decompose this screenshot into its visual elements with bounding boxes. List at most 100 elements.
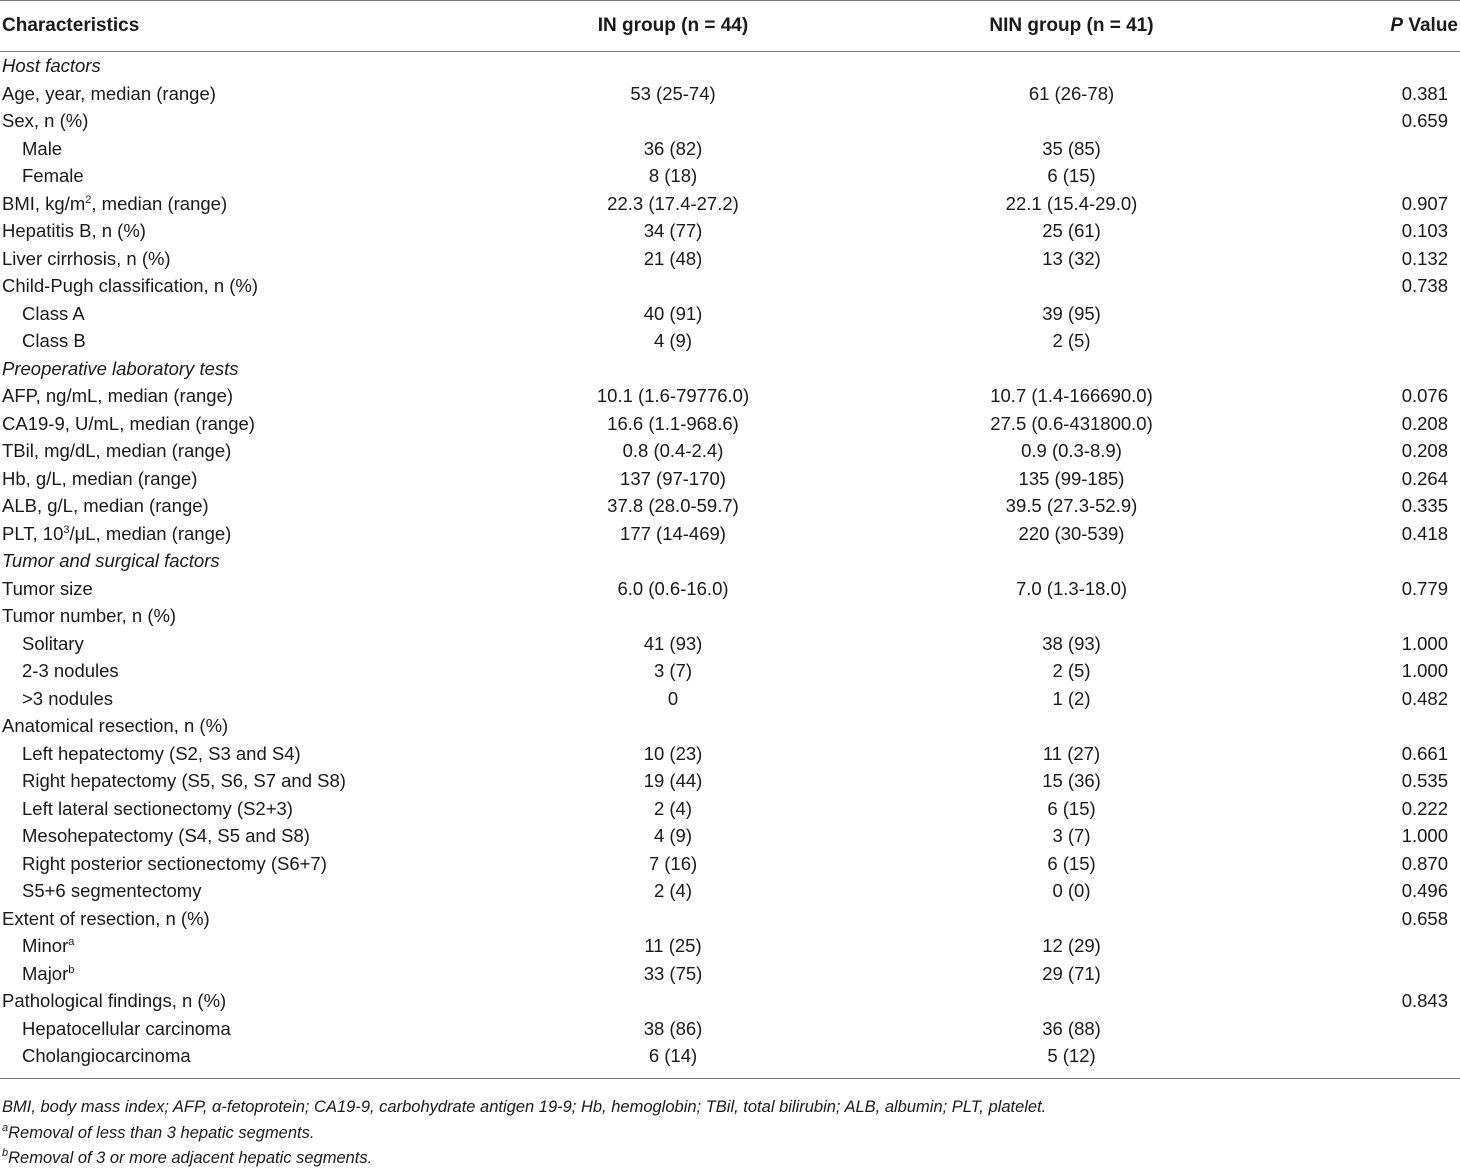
row-nin-group-value: 27.5 (0.6-431800.0)	[990, 412, 1153, 434]
row-characteristic-label: Anatomical resection, n (%)	[2, 715, 229, 736]
row-nin-group-value: 0.9 (0.3-8.9)	[1021, 440, 1122, 461]
row-characteristic: Hb, g/L, median (range)	[0, 465, 545, 493]
row-p-value	[1342, 1042, 1460, 1079]
table-row: Hb, g/L, median (range) 137 (97-170) 135 (…	[0, 465, 1460, 493]
row-in-group-value: 16.6 (1.1-968.6)	[607, 412, 739, 434]
row-characteristic: Child-Pugh classification, n (%)	[0, 272, 545, 300]
row-characteristic: Left hepatectomy (S2, S3 and S4)	[0, 740, 545, 768]
footnote-abbreviations: BMI, body mass index; AFP, α-fetoprotein…	[2, 1098, 1047, 1116]
table-row: Extent of resection, n (%) 0.658	[0, 905, 1460, 933]
row-p-value: 0.738	[1401, 275, 1448, 296]
table-row: Hepatitis B, n (%) 34 (77) 25 (61) 0.103	[0, 217, 1460, 245]
footnote-a: aRemoval of less than 3 hepatic segments…	[2, 1121, 1046, 1147]
table-row: Right hepatectomy (S5, S6, S7 and S8) 19 …	[0, 767, 1460, 795]
row-characteristic: Cholangiocarcinoma	[0, 1042, 545, 1079]
table-row: Child-Pugh classification, n (%) 0.738	[0, 272, 1460, 300]
row-superscript: 2	[85, 193, 92, 206]
table-row: Tumor size 6.0 (0.6-16.0) 7.0 (1.3-18.0) 0.…	[0, 575, 1460, 603]
row-characteristic: Class A	[0, 300, 545, 328]
row-p-value: 0.535	[1401, 770, 1448, 791]
row-in-group-value: 22.3 (17.4-27.2)	[607, 192, 739, 214]
row-in-group-value: 21 (48)	[643, 247, 703, 269]
row-in-group-value: 6.0 (0.6-16.0)	[617, 577, 729, 599]
row-in-group-value: 38 (86)	[643, 1017, 703, 1039]
row-in-group-value	[545, 987, 801, 1015]
header-p-letter: P	[1390, 15, 1404, 36]
row-nin-group-value: 39 (95)	[1042, 302, 1101, 324]
header-in-group: IN group (n = 44)	[545, 0, 801, 52]
row-nin-group-value: 11 (27)	[1042, 742, 1101, 764]
row-characteristic: CA19-9, U/mL, median (range)	[0, 410, 545, 438]
row-in-group-value: 11 (25)	[644, 935, 702, 956]
row-nin-group-value: 25 (61)	[1042, 220, 1101, 241]
row-p-value: 0.418	[1401, 522, 1448, 544]
row-nin-group-value: 38 (93)	[1042, 632, 1101, 654]
row-characteristic-suffix: /μL, median (range)	[69, 522, 232, 544]
row-p-value: 0.132	[1401, 247, 1448, 269]
row-in-group-value: 53 (25-74)	[630, 82, 716, 104]
row-characteristic-label: Liver cirrhosis, n (%)	[2, 247, 171, 269]
row-characteristic: Preoperative laboratory tests	[0, 355, 545, 383]
row-characteristic: Anatomical resection, n (%)	[0, 712, 545, 740]
row-in-group-value: 36 (82)	[643, 137, 703, 159]
row-nin-group-value: 6 (15)	[1047, 797, 1096, 819]
row-nin-group-value	[801, 272, 1342, 300]
row-in-group-value: 4 (9)	[653, 825, 693, 846]
row-nin-group-value: 7.0 (1.3-18.0)	[1015, 577, 1128, 599]
header-characteristics: Characteristics	[0, 0, 545, 52]
table-row: Majorb 33 (75) 29 (71)	[0, 960, 1460, 988]
table-row: Left hepatectomy (S2, S3 and S4) 10 (23) 1…	[0, 740, 1460, 768]
row-characteristic: Extent of resection, n (%)	[0, 905, 545, 933]
row-characteristic: S5+6 segmentectomy	[0, 877, 545, 905]
row-characteristic-label: Sex, n (%)	[2, 110, 89, 131]
table-row: >3 nodules 0 1 (2) 0.482	[0, 685, 1460, 713]
row-superscript: a	[68, 936, 75, 948]
table-row: Mesohepatectomy (S4, S5 and S8) 4 (9) 3 (7…	[0, 822, 1460, 850]
row-characteristic-label: TBil, mg/dL, median (range)	[2, 440, 232, 461]
table-row: Pathological findings, n (%) 0.843	[0, 987, 1460, 1015]
row-characteristic-label: Right posterior sectionectomy (S6+7)	[22, 852, 327, 874]
table-row: Class A 40 (91) 39 (95)	[0, 300, 1460, 328]
row-p-value	[1342, 712, 1460, 740]
table-row: Right posterior sectionectomy (S6+7) 7 (1…	[0, 850, 1460, 878]
header-nin-group: NIN group (n = 41)	[801, 0, 1342, 52]
row-in-group-value: 4 (9)	[653, 330, 693, 351]
row-nin-group-value: 135 (99-185)	[1018, 467, 1125, 489]
row-p-value: 0.496	[1401, 880, 1448, 901]
row-in-group-value: 19 (44)	[643, 770, 703, 791]
row-characteristic-label: Hepatitis B, n (%)	[2, 220, 146, 241]
row-p-value	[1342, 135, 1460, 163]
table-footnotes: BMI, body mass index; AFP, α-fetoprotein…	[2, 1095, 1046, 1172]
row-p-value	[1342, 162, 1460, 190]
row-p-value	[1342, 300, 1460, 328]
row-nin-group-value: 22.1 (15.4-29.0)	[1005, 192, 1138, 214]
row-p-value: 0.661	[1401, 742, 1448, 764]
row-in-group-value: 40 (91)	[643, 302, 703, 324]
table-row: Female 8 (18) 6 (15)	[0, 162, 1460, 190]
row-characteristic: Minora	[0, 932, 545, 960]
row-p-value: 0.843	[1401, 990, 1448, 1011]
row-in-group-value: 7 (16)	[648, 852, 698, 874]
row-nin-group-value: 35 (85)	[1042, 137, 1101, 159]
table-row: Left lateral sectionectomy (S2+3) 2 (4) 6 …	[0, 795, 1460, 823]
row-nin-group-value	[801, 602, 1342, 630]
row-in-group-value	[545, 107, 801, 135]
row-in-group-value: 34 (77)	[643, 220, 703, 241]
row-nin-group-value: 12 (29)	[1042, 935, 1101, 956]
table-row: S5+6 segmentectomy 2 (4) 0 (0) 0.496	[0, 877, 1460, 905]
row-characteristic-label: Left lateral sectionectomy (S2+3)	[22, 797, 293, 819]
row-characteristic-label: 2-3 nodules	[22, 660, 119, 681]
row-characteristic-label: S5+6 segmentectomy	[22, 880, 202, 901]
row-in-group-value: 0	[667, 687, 679, 709]
row-characteristic: ALB, g/L, median (range)	[0, 492, 545, 520]
row-in-group-value	[545, 602, 801, 630]
row-p-value: 0.208	[1401, 440, 1448, 461]
row-characteristic: Tumor size	[0, 575, 545, 603]
table-row: TBil, mg/dL, median (range) 0.8 (0.4-2.4)…	[0, 437, 1460, 465]
row-characteristic: Hepatocellular carcinoma	[0, 1015, 545, 1043]
table-row: Age, year, median (range) 53 (25-74) 61 (2…	[0, 80, 1460, 108]
row-p-value	[1342, 932, 1460, 960]
footnote-b: bRemoval of 3 or more adjacent hepatic s…	[2, 1146, 1046, 1172]
row-nin-group-value: 2 (5)	[1052, 330, 1091, 351]
